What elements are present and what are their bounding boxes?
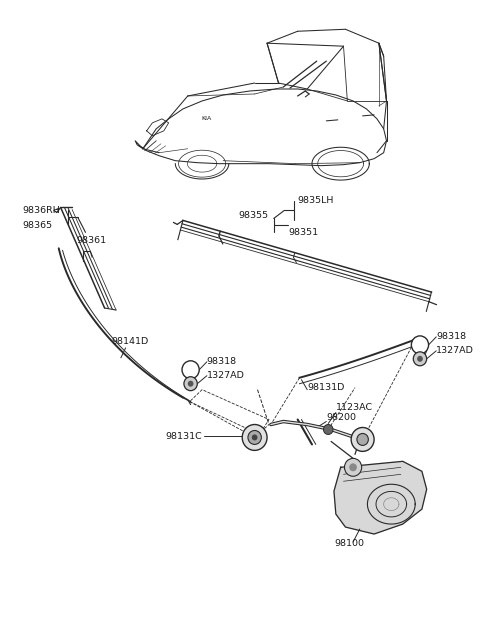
Circle shape <box>184 377 197 391</box>
Text: 1123AC: 1123AC <box>336 403 373 412</box>
Text: 98355: 98355 <box>239 211 268 220</box>
Text: 98131D: 98131D <box>307 383 345 392</box>
Text: 98318: 98318 <box>436 332 467 341</box>
Circle shape <box>411 336 429 354</box>
Text: 1327AD: 1327AD <box>207 371 245 380</box>
Text: 98141D: 98141D <box>111 337 148 346</box>
Text: 98351: 98351 <box>288 228 318 237</box>
Circle shape <box>242 424 267 450</box>
Circle shape <box>188 381 193 387</box>
Text: 98318: 98318 <box>207 357 237 366</box>
Text: 98100: 98100 <box>334 539 364 549</box>
Text: 98131C: 98131C <box>165 432 202 441</box>
Circle shape <box>351 428 374 451</box>
Circle shape <box>182 361 199 379</box>
Circle shape <box>349 463 357 472</box>
Text: 98200: 98200 <box>326 413 356 422</box>
Polygon shape <box>334 461 427 534</box>
Text: 98365: 98365 <box>23 221 52 230</box>
Circle shape <box>252 435 257 440</box>
Text: 1327AD: 1327AD <box>436 346 474 356</box>
Circle shape <box>324 424 333 435</box>
Circle shape <box>357 433 368 445</box>
Circle shape <box>413 352 427 366</box>
Circle shape <box>345 458 361 477</box>
Circle shape <box>417 356 423 362</box>
Text: 9835LH: 9835LH <box>298 196 334 205</box>
Text: 98361: 98361 <box>76 236 106 245</box>
Text: KIA: KIA <box>202 117 212 122</box>
Text: 9836RH: 9836RH <box>23 206 60 215</box>
Circle shape <box>248 431 261 445</box>
